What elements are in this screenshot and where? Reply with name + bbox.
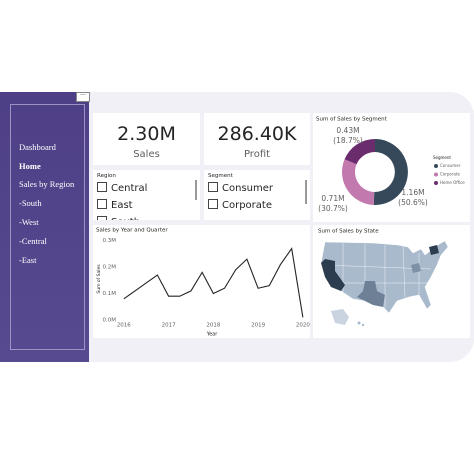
x-tick-label: 2018 [206,323,220,329]
data-label: (30.7%) [318,204,348,213]
more-button[interactable]: ··· [76,92,90,102]
line [123,247,304,318]
state-lines [322,243,432,309]
x-axis-title: Year [206,332,219,338]
y-tick-label: 0.3M [103,238,117,244]
data-label: 1.16M [401,188,424,197]
donut-slice [344,139,375,165]
option-label: Central [111,183,148,194]
donut-card: Sum of Sales by Segment 1.16M(50.6%) 0.71M… [313,113,470,222]
chart-title: Sales by Year and Quarter [96,228,168,234]
state [357,281,385,307]
donut-slice [373,139,408,205]
legend-title: Segment [433,155,451,160]
nav-item[interactable]: Home [19,161,41,171]
slicer-option[interactable]: Consumer [208,182,273,194]
kpi-label: Profit [243,149,271,160]
data-label: (18.7%) [333,136,363,145]
kpi-value: 286.40K [217,123,297,145]
slicer-title: Region [97,173,116,179]
data-label: (50.6%) [398,198,428,207]
state [429,245,439,255]
legend-label: Home Office [440,180,465,185]
legend-label: Corporate [440,172,461,177]
checkbox[interactable] [97,216,107,220]
map-title: Sum of Sales by State [318,229,379,235]
hawaii [357,321,361,325]
scrollbar [305,180,307,204]
checkbox[interactable] [208,182,218,192]
x-tick-label: 2020 [296,323,310,329]
slicer-title: Segment [208,173,233,179]
slicer: Region Central East South [93,170,200,220]
data-label: 0.43M [336,126,359,135]
nav-item[interactable]: -West [19,217,39,227]
x-tick-label: 2017 [162,323,176,329]
alaska [331,309,349,325]
y-tick-label: 0.1M [103,291,117,297]
kpi-value: 2.30M [117,123,176,145]
y-axis-title: Sum of Sales [96,264,102,294]
slicer: Segment Consumer Corporate [204,170,310,220]
x-tick-label: 2019 [251,323,265,329]
slicer-option[interactable]: East [97,199,133,211]
legend-marker [434,181,438,185]
kpi-card: 2.30M Sales [93,113,200,165]
state [321,259,345,291]
legend-marker [434,172,438,177]
slicer-option[interactable]: South [97,216,140,220]
slicer-option[interactable]: Corporate [208,199,272,211]
nav-item[interactable]: Dashboard [19,142,56,152]
nav-frame [10,104,85,350]
nav-item[interactable]: -South [19,198,42,208]
line-card: Sales by Year and Quarter Sum of Sales Yea… [93,225,310,338]
state [411,263,421,273]
scrollbar [195,180,197,200]
checkbox[interactable] [208,199,218,209]
x-tick-label: 2016 [117,323,131,329]
data-label: 0.71M [321,194,344,203]
legend-label: Consumer [440,163,461,168]
nav-item[interactable]: -East [19,255,37,265]
option-label: Consumer [222,183,273,194]
option-label: South [111,217,140,220]
chart-title: Sum of Sales by Segment [316,117,388,123]
option-label: Corporate [222,200,272,211]
hawaii [361,323,365,327]
kpi-card: 286.40K Profit [204,113,310,165]
kpi-label: Sales [133,149,160,160]
nav-item[interactable]: -Central [19,236,47,246]
legend-marker [434,164,438,168]
nav-item[interactable]: Sales by Region [19,179,75,189]
option-label: East [111,200,133,211]
checkbox[interactable] [97,182,107,192]
map-card: Sum of Sales by State [313,225,470,338]
y-tick-label: 0.2M [103,265,117,271]
us-map [320,240,449,314]
donut-slice [341,159,375,205]
nav-panel [0,92,89,362]
slicer-option[interactable]: Central [97,182,147,194]
checkbox[interactable] [97,199,107,209]
y-tick-label: 0.0M [103,318,117,324]
